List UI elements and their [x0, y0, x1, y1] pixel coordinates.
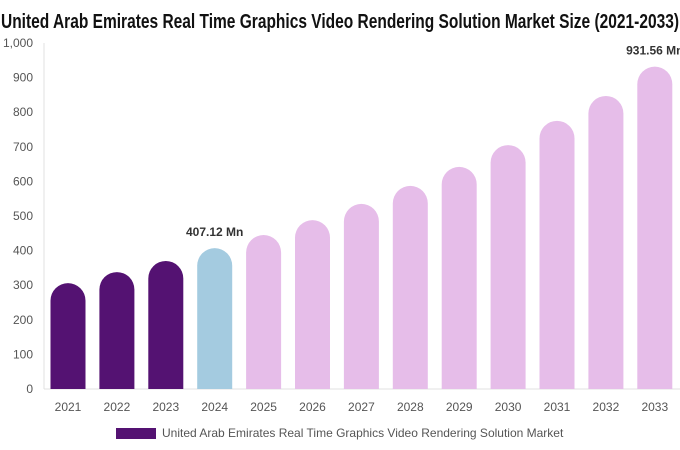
data-labels: 407.12 Mn 931.56 Mn — [186, 44, 680, 239]
bar-2025[interactable] — [246, 235, 282, 389]
bars — [50, 66, 673, 390]
legend[interactable]: United Arab Emirates Real Time Graphics … — [116, 426, 564, 440]
y-tick-label: 100 — [13, 347, 33, 361]
x-axis-ticks: 2021 2022 2023 2024 2025 2026 2027 2028 2029 2030… — [55, 400, 669, 414]
bar-2024[interactable] — [197, 248, 233, 389]
x-tick-label: 2028 — [397, 400, 424, 414]
x-tick-label: 2025 — [250, 400, 277, 414]
x-tick-label: 2030 — [495, 400, 522, 414]
bar-2023[interactable] — [148, 260, 184, 389]
bar-2026[interactable] — [295, 220, 330, 389]
data-label-2033: 931.56 Mn — [626, 44, 680, 58]
x-tick-label: 2022 — [104, 400, 131, 414]
x-tick-label: 2024 — [201, 400, 228, 414]
x-tick-label: 2029 — [446, 400, 473, 414]
y-tick-label: 600 — [13, 174, 33, 188]
x-tick-label: 2027 — [348, 400, 375, 414]
bar-2029[interactable] — [441, 166, 477, 389]
x-tick-label: 2023 — [152, 400, 179, 414]
data-label-2024: 407.12 Mn — [186, 225, 243, 239]
y-tick-label: 900 — [13, 71, 33, 85]
y-tick-label: 0 — [26, 382, 33, 396]
y-axis-ticks: 0 100 200 300 400 500 600 700 800 900 1,000 — [3, 36, 33, 396]
bar-2027[interactable] — [343, 203, 379, 389]
bar-2031[interactable] — [539, 120, 575, 389]
legend-swatch — [116, 428, 156, 439]
chart-title: United Arab Emirates Real Time Graphics … — [1, 11, 679, 33]
x-tick-label: 2033 — [641, 400, 668, 414]
y-tick-label: 200 — [13, 313, 33, 327]
bar-2033[interactable] — [637, 66, 673, 389]
y-tick-label: 1,000 — [3, 36, 33, 50]
y-tick-label: 500 — [13, 209, 33, 223]
x-tick-label: 2021 — [55, 400, 82, 414]
bar-2021[interactable] — [50, 283, 86, 389]
bar-2032[interactable] — [588, 95, 624, 390]
legend-label: United Arab Emirates Real Time Graphics … — [162, 426, 564, 440]
x-tick-label: 2026 — [299, 400, 326, 414]
y-tick-label: 400 — [13, 244, 33, 258]
y-tick-label: 800 — [13, 105, 33, 119]
x-tick-label: 2031 — [544, 400, 571, 414]
x-tick-label: 2032 — [593, 400, 620, 414]
y-tick-label: 300 — [13, 278, 33, 292]
bar-2030[interactable] — [490, 145, 526, 389]
bar-2022[interactable] — [99, 272, 135, 389]
bar-2028[interactable] — [392, 185, 428, 389]
y-tick-label: 700 — [13, 140, 33, 154]
